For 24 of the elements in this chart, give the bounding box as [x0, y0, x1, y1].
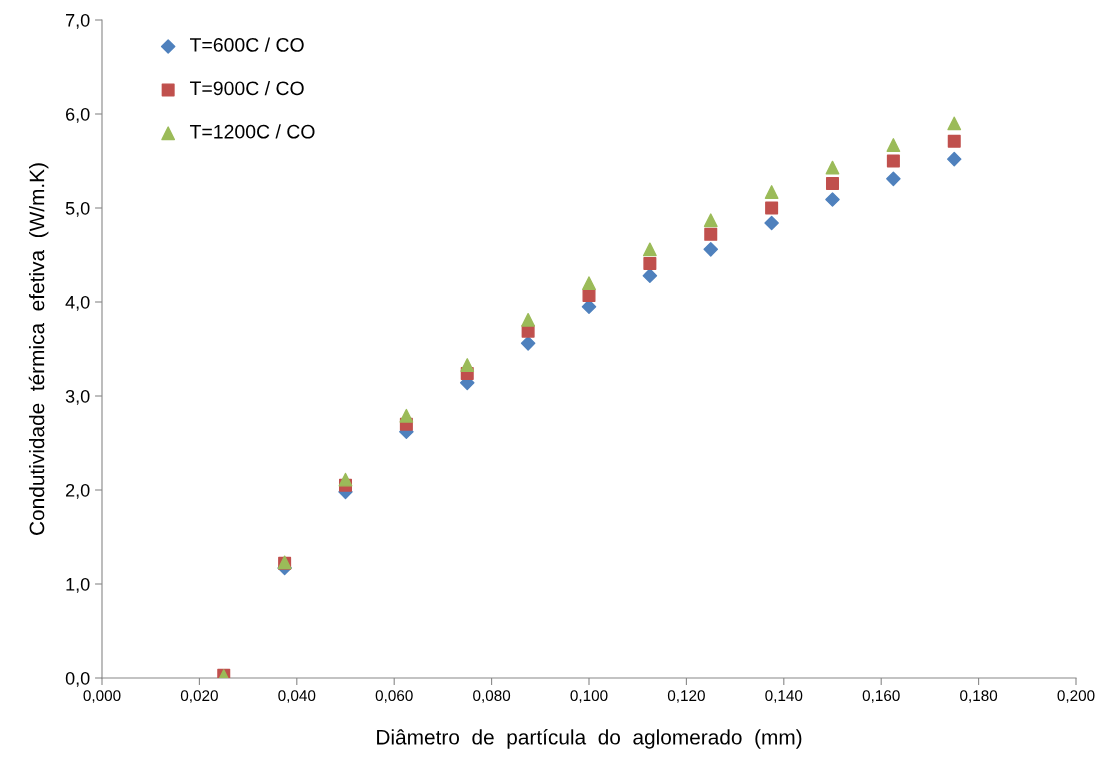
x-axis-title: Diâmetro de partícula do aglomerado (mm) — [377, 729, 802, 749]
y-tick-label: 5,0 — [65, 201, 90, 217]
y-tick-label: 0,0 — [65, 671, 90, 687]
x-tick-label: 0,040 — [278, 690, 316, 703]
y-tick-label: 6,0 — [66, 107, 90, 123]
y-axis-title: Condutividade térmica efetiva (W/m.K) — [28, 163, 49, 535]
x-tick-label: 0,160 — [862, 690, 900, 703]
legend-label: T=900C / CO — [189, 80, 304, 96]
x-tick-label: 0,140 — [765, 690, 803, 703]
y-tick-label: 4,0 — [65, 295, 90, 311]
y-tick-label: 3,0 — [65, 389, 90, 405]
x-tick-label: 0,080 — [473, 690, 511, 703]
x-tick-label: 0,120 — [667, 690, 705, 703]
x-tick-label: 0,100 — [570, 690, 608, 703]
x-tick-label: 0,020 — [180, 690, 218, 703]
y-tick-label: 2,0 — [66, 483, 90, 499]
y-tick-label: 7,0 — [66, 13, 90, 29]
legend-label: T=1200C / CO — [189, 124, 315, 139]
y-tick-label: 1,0 — [66, 577, 90, 593]
x-tick-label: 0,180 — [960, 690, 998, 703]
legend-label: T=600C / CO — [189, 37, 304, 52]
x-tick-label: 0,200 — [1057, 690, 1095, 703]
x-tick-label: 0,060 — [375, 690, 413, 703]
x-tick-label: 0,000 — [83, 690, 121, 703]
